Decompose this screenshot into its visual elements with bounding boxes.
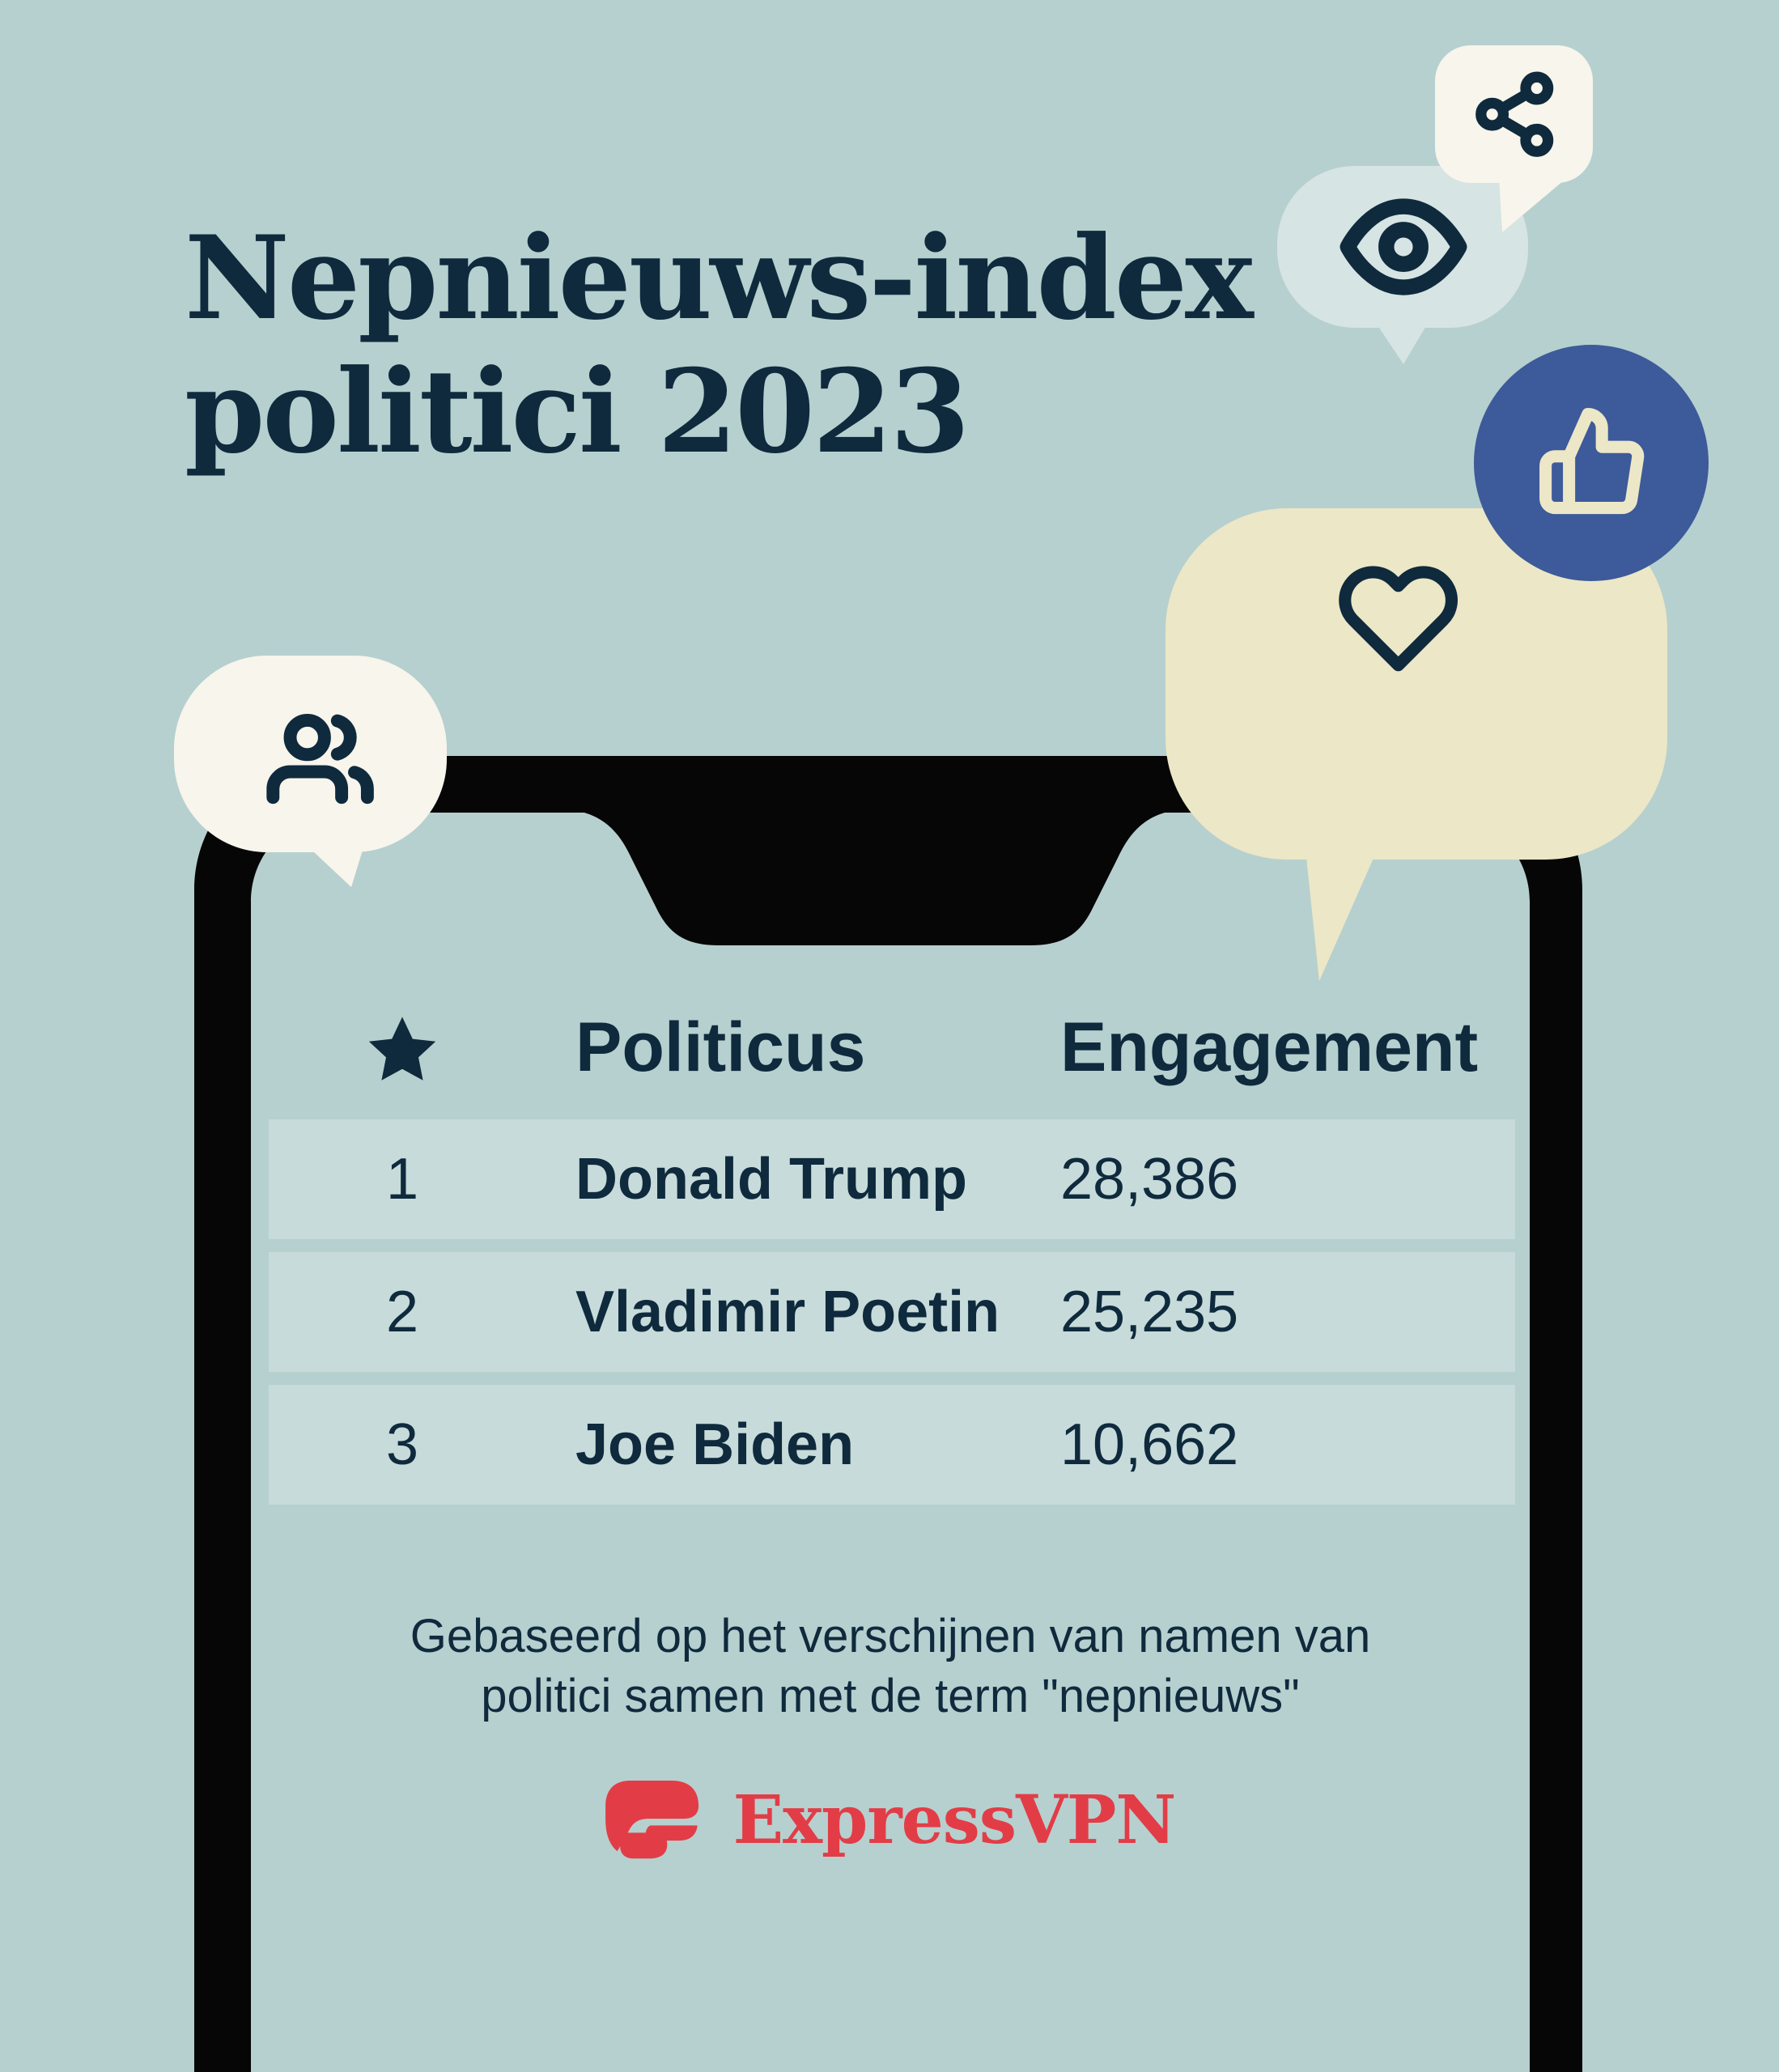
table-row: 1 Donald Trump 28,386 <box>269 1119 1515 1239</box>
heart-bubble <box>1165 508 1667 981</box>
table-header-row: Politicus Engagement <box>269 989 1515 1106</box>
share-icon <box>1475 71 1554 157</box>
engagement-cell: 25,235 <box>1060 1280 1239 1344</box>
brand-logo: ExpressVPN <box>251 1781 1530 1859</box>
eye-bubble <box>1277 166 1528 364</box>
table-row: 2 Vladimir Poetin 25,235 <box>269 1252 1515 1372</box>
people-icon <box>266 713 374 805</box>
politician-cell: Donald Trump <box>575 1147 967 1212</box>
engagement-cell: 28,386 <box>1060 1147 1239 1212</box>
thumbs-up-badge <box>1474 345 1709 581</box>
heart-bubble-tail <box>1305 842 1381 981</box>
expressvpn-logo-icon <box>605 1781 698 1859</box>
rank-cell: 2 <box>385 1280 419 1344</box>
people-bubble <box>174 656 447 887</box>
caption-line1: Gebaseerd op het verschijnen van namen v… <box>410 1610 1371 1662</box>
table-header-engagement: Engagement <box>1060 1008 1479 1086</box>
phone-mockup <box>194 756 1582 2072</box>
phone-notch <box>567 809 1182 945</box>
page-title-line1: Nepnieuws-index <box>185 211 1254 346</box>
engagement-cell: 10,662 <box>1060 1412 1239 1477</box>
politician-cell: Joe Biden <box>575 1412 855 1477</box>
caption: Gebaseerd op het verschijnen van namen v… <box>251 1607 1530 1726</box>
brand-name: ExpressVPN <box>732 1781 1177 1859</box>
star-icon <box>363 1012 441 1089</box>
heart-icon <box>1339 566 1458 672</box>
ranking-table: Politicus Engagement 1 Donald Trump 28,3… <box>269 989 1515 1505</box>
eye-icon <box>1340 198 1467 295</box>
share-bubble <box>1435 45 1593 232</box>
politician-cell: Vladimir Poetin <box>575 1280 1000 1344</box>
rank-cell: 1 <box>385 1147 419 1212</box>
rank-cell: 3 <box>385 1412 419 1477</box>
page-title: Nepnieuws-index politici 2023 <box>185 211 1254 479</box>
caption-line2: politici samen met de term "nepnieuws" <box>481 1670 1300 1723</box>
page-title-line2: politici 2023 <box>185 344 970 479</box>
table-row: 3 Joe Biden 10,662 <box>269 1385 1515 1505</box>
table-header-politician: Politicus <box>575 1008 866 1086</box>
eye-bubble-tail <box>1374 321 1429 364</box>
table-header-rank <box>269 1006 536 1089</box>
thumbs-up-icon <box>1539 408 1645 515</box>
people-bubble-tail <box>301 824 371 887</box>
share-bubble-tail <box>1499 176 1569 232</box>
